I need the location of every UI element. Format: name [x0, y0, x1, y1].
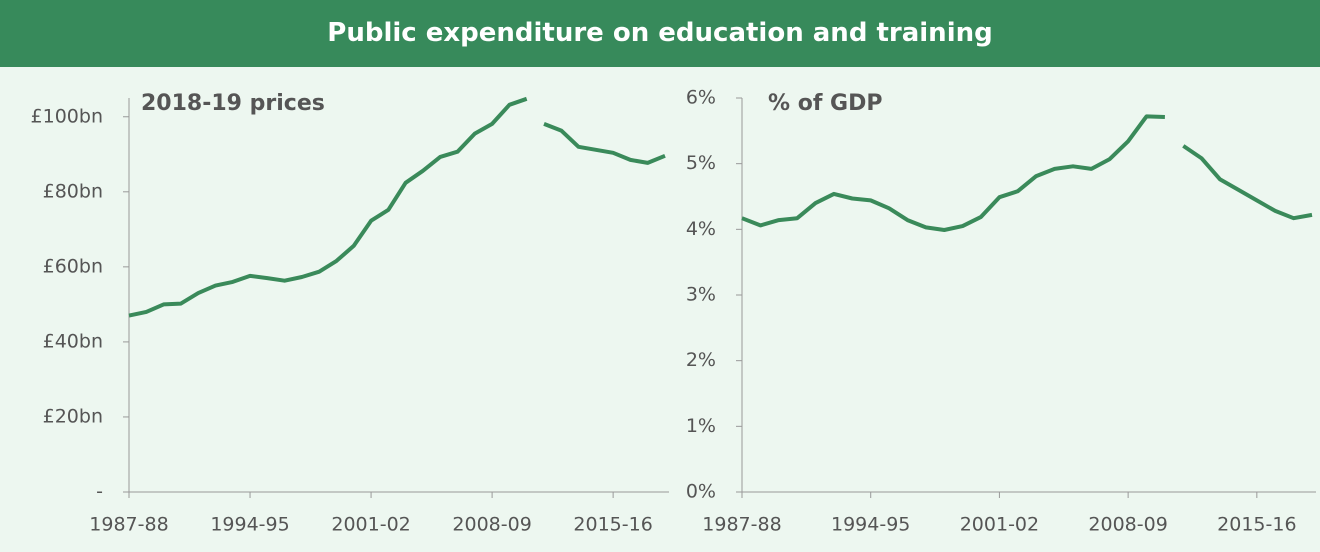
header-title: Public expenditure on education and trai…: [0, 0, 1320, 67]
y-tick-label: 1%: [686, 415, 716, 437]
y-tick-label: 6%: [686, 87, 716, 109]
x-tick-label: 2001-02: [331, 514, 410, 536]
chart-subtitle: % of GDP: [768, 91, 883, 116]
x-tick-label: 1994-95: [831, 514, 910, 536]
y-tick-label: 5%: [686, 152, 716, 174]
x-tick-label: 2015-16: [1217, 514, 1296, 536]
y-tick-label: 0%: [686, 481, 716, 503]
x-tick-label: 2008-09: [452, 514, 531, 536]
x-tick-label: 2001-02: [960, 514, 1039, 536]
y-tick-label: £60bn: [43, 255, 103, 277]
x-tick-label: 2015-16: [573, 514, 652, 536]
y-tick-label: 2%: [686, 349, 716, 371]
x-tick-label: 2008-09: [1088, 514, 1167, 536]
y-tick-label: £80bn: [43, 180, 103, 202]
data-line: [1182, 144, 1313, 221]
data-line: [543, 122, 666, 165]
data-line: [128, 96, 528, 318]
x-tick-label: 1987-88: [702, 514, 781, 536]
data-line: [741, 114, 1165, 232]
y-tick-label: -: [96, 481, 103, 503]
y-tick-label: £20bn: [43, 405, 103, 427]
x-tick-label: 1987-88: [89, 514, 168, 536]
y-tick-label: £100bn: [31, 105, 103, 127]
chart-subtitle: 2018-19 prices: [141, 91, 325, 116]
y-tick-label: 3%: [686, 284, 716, 306]
x-tick-label: 1994-95: [210, 514, 289, 536]
y-tick-label: 4%: [686, 218, 716, 240]
y-tick-label: £40bn: [43, 330, 103, 352]
